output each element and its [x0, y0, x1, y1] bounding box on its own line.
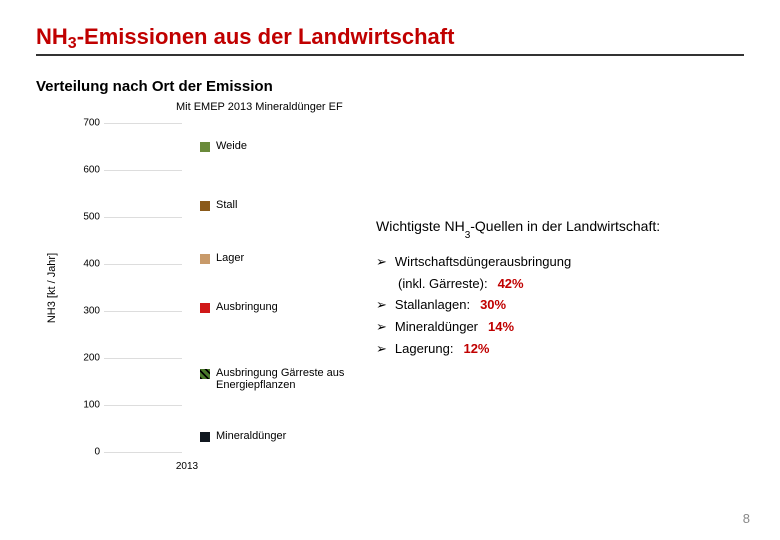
gridline	[104, 311, 182, 312]
y-tick-label: 500	[70, 212, 100, 223]
y-tick-label: 600	[70, 165, 100, 176]
bar-chart: NH3 [kt / Jahr] 2013 0100200300400500600…	[60, 123, 366, 453]
legend-label: Stall	[216, 199, 237, 211]
title-post: -Emissionen aus der Landwirtschaft	[77, 24, 455, 49]
legend-swatch	[200, 432, 210, 442]
y-tick-label: 0	[70, 447, 100, 458]
legend-item-gaerreste: Ausbringung Gärreste aus Energiepflanzen	[200, 367, 380, 391]
legend-label: Ausbringung	[216, 301, 278, 313]
title-sub: 3	[68, 35, 77, 52]
gridline	[104, 123, 182, 124]
y-tick-label: 100	[70, 400, 100, 411]
bullet-detail: (inkl. Gärreste):42%	[398, 276, 744, 291]
bullet-item: ➢Wirtschaftsdüngerausbringung	[376, 254, 744, 270]
legend-item-weide: Weide	[200, 140, 247, 152]
legend-label: Mineraldünger	[216, 430, 286, 442]
title-pre: NH	[36, 24, 68, 49]
legend-item-ausbringung: Ausbringung	[200, 301, 278, 313]
y-tick-label: 400	[70, 259, 100, 270]
subtitle: Verteilung nach Ort der Emission	[36, 78, 744, 95]
legend-swatch	[200, 303, 210, 313]
bullet-label: Mineraldünger	[395, 319, 478, 334]
bullet-item: ➢Stallanlagen:30%	[376, 297, 744, 313]
slide-number: 8	[743, 511, 750, 526]
x-axis-label: 2013	[148, 461, 226, 472]
bullet-list: ➢Wirtschaftsdüngerausbringung (inkl. Gärr…	[376, 254, 744, 357]
bullet-pct: 14%	[488, 319, 514, 334]
legend-swatch	[200, 142, 210, 152]
gridline	[104, 217, 182, 218]
legend-label: Lager	[216, 252, 244, 264]
gridline	[104, 358, 182, 359]
right-title: Wichtigste NH3-Quellen in der Landwirtsc…	[376, 218, 744, 238]
y-axis-label: NH3 [kt / Jahr]	[46, 253, 58, 323]
bullet-item: ➢Mineraldünger14%	[376, 319, 744, 335]
legend-item-mineralduenger: Mineraldünger	[200, 430, 286, 442]
gridline	[104, 264, 182, 265]
legend-item-lager: Lager	[200, 252, 244, 264]
bullet-label: Wirtschaftsdüngerausbringung	[395, 254, 571, 269]
legend-swatch	[200, 254, 210, 264]
legend-item-stall: Stall	[200, 199, 237, 211]
y-tick-label: 700	[70, 118, 100, 129]
legend-swatch	[200, 369, 210, 379]
bullet-item: ➢Lagerung:12%	[376, 341, 744, 357]
bullet-label: Stallanlagen:	[395, 297, 470, 312]
page-title: NH3-Emissionen aus der Landwirtschaft	[36, 24, 744, 56]
legend-label: Weide	[216, 140, 247, 152]
y-tick-label: 200	[70, 353, 100, 364]
legend-label: Ausbringung Gärreste aus Energiepflanzen	[216, 367, 380, 391]
bullet-pct: 30%	[480, 297, 506, 312]
gridline	[104, 452, 182, 453]
bullet-pct: 42%	[498, 276, 524, 291]
legend-swatch	[200, 201, 210, 211]
y-tick-label: 300	[70, 306, 100, 317]
note: Mit EMEP 2013 Mineraldünger EF	[176, 101, 744, 113]
bullet-pct: 12%	[463, 341, 489, 356]
gridline	[104, 405, 182, 406]
gridline	[104, 170, 182, 171]
bullet-label: Lagerung:	[395, 341, 454, 356]
